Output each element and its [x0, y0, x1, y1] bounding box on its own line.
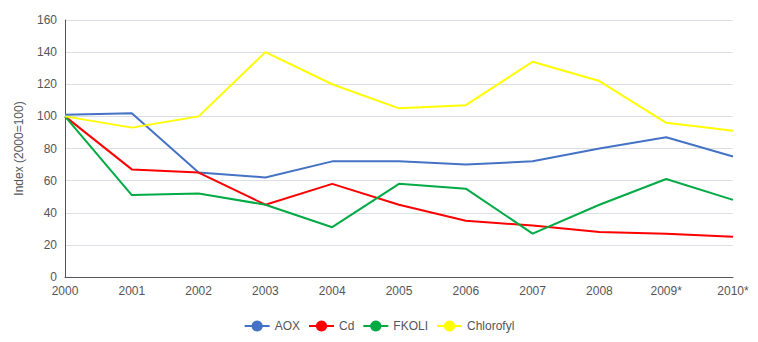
svg-text:140: 140 [37, 45, 57, 59]
svg-text:Index (2000=100): Index (2000=100) [12, 101, 26, 195]
svg-text:2005: 2005 [386, 284, 413, 298]
svg-text:0: 0 [50, 270, 57, 284]
svg-text:2006: 2006 [452, 284, 479, 298]
svg-text:2000: 2000 [52, 284, 79, 298]
svg-text:2001: 2001 [118, 284, 145, 298]
svg-text:20: 20 [44, 238, 58, 252]
svg-text:2007: 2007 [519, 284, 546, 298]
svg-text:FKOLI: FKOLI [393, 319, 428, 333]
svg-text:160: 160 [37, 13, 57, 27]
svg-text:100: 100 [37, 109, 57, 123]
svg-text:120: 120 [37, 77, 57, 91]
svg-text:Chlorofyl: Chlorofyl [467, 319, 514, 333]
svg-text:2004: 2004 [319, 284, 346, 298]
svg-text:2009*: 2009* [651, 284, 683, 298]
svg-text:2010*: 2010* [717, 284, 749, 298]
svg-text:Cd: Cd [339, 319, 354, 333]
svg-text:2003: 2003 [252, 284, 279, 298]
svg-text:2008: 2008 [586, 284, 613, 298]
svg-text:80: 80 [44, 142, 58, 156]
svg-text:AOX: AOX [275, 319, 300, 333]
svg-text:40: 40 [44, 206, 58, 220]
svg-text:60: 60 [44, 174, 58, 188]
svg-text:2002: 2002 [185, 284, 212, 298]
